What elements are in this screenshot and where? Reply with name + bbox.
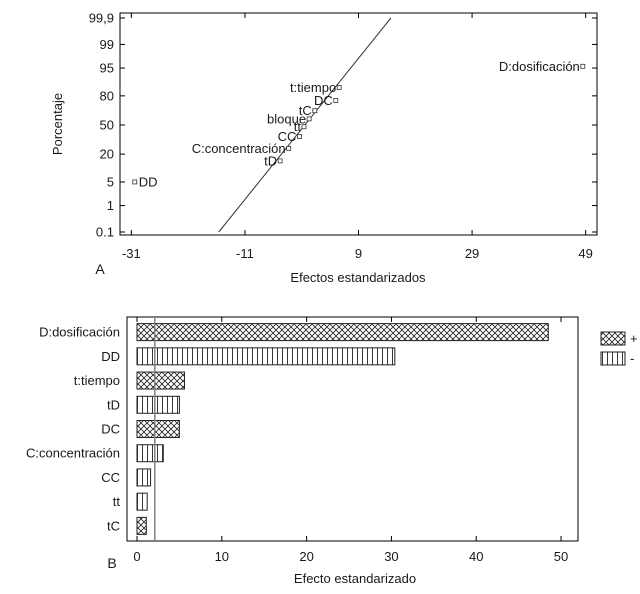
y-tick-label: 50 [100,118,114,133]
bar [136,323,549,342]
bar [136,444,164,463]
x-tick-label: -31 [122,246,141,261]
point-label: DC [314,93,333,108]
x-tick-label: 49 [578,246,592,261]
bar [136,492,148,511]
y-tick-label: 1 [107,198,114,213]
data-point [312,108,318,114]
category-label: tt [113,494,121,509]
category-label: C:concentración [26,446,120,461]
y-tick-label: 99 [100,37,114,52]
x-tick-label: 10 [215,549,229,564]
data-point [297,134,302,139]
data-point [132,179,138,185]
point-label: DD [139,174,158,189]
y-tick-label: 99,9 [89,11,114,26]
y-tick-label: 0.1 [96,225,114,240]
data-point [336,85,342,90]
x-tick-label: -11 [236,246,254,261]
legend: +- [600,331,638,366]
data-point [286,145,292,151]
category-label: tC [107,518,120,533]
legend-label: - [630,351,634,366]
x-tick-label: 50 [554,549,568,564]
x-tick-label: 0 [133,549,140,564]
y-tick-label: 5 [107,174,114,189]
category-label: t:tiempo [74,373,120,388]
normal-probability-plot: -31 -11 9 29 49 0.1 1 5 20 50 80 95 99 99,9 D:dosifi… [50,11,598,285]
bar [136,516,147,535]
point-label: CC [278,129,297,144]
panel-label-b: B [107,555,116,571]
legend-label: + [630,331,638,346]
category-label: DD [101,349,120,364]
data-point [277,158,283,164]
point-label: D:dosificación [499,59,580,74]
category-label: tD [107,397,120,412]
point-label: bloque [267,111,306,126]
bar [136,371,185,390]
x-tick-label: 40 [469,549,483,564]
bar [136,468,152,487]
legend-swatch [600,331,626,346]
x-tick-label: 20 [299,549,313,564]
pareto-chart: D:dosificación DD t:tiempo tD DC C:concentrac… [26,316,638,586]
y-tick-label: 80 [100,88,114,103]
category-label: DC [101,422,120,437]
category-label: D:dosificación [39,325,120,340]
y-tick-label: 20 [100,147,114,162]
point-label: C:concentración [192,141,286,156]
x-tick-label: 9 [355,246,362,261]
y-tick-label: 95 [100,61,114,76]
panel-label-a: A [95,261,105,277]
data-point [580,63,586,69]
y-axis-label: Porcentaje [50,93,65,155]
point-label: tt [294,119,302,134]
plot-b-frame [126,316,579,542]
legend-swatch [600,351,626,366]
data-point [333,98,339,103]
data-point [306,116,312,122]
x-axis-label: Efecto estandarizado [294,571,416,586]
category-label: CC [101,470,120,485]
bar [136,420,180,438]
bar [136,395,180,414]
data-point [301,124,307,130]
point-label: tC [299,103,312,118]
bar [136,347,396,366]
x-axis-label: Efectos estandarizados [290,270,426,285]
plot-a-frame [119,12,598,236]
point-label: t:tiempo [290,80,336,95]
x-tick-label: 29 [465,246,479,261]
point-label: tD [264,153,277,168]
x-tick-label: 30 [384,549,398,564]
